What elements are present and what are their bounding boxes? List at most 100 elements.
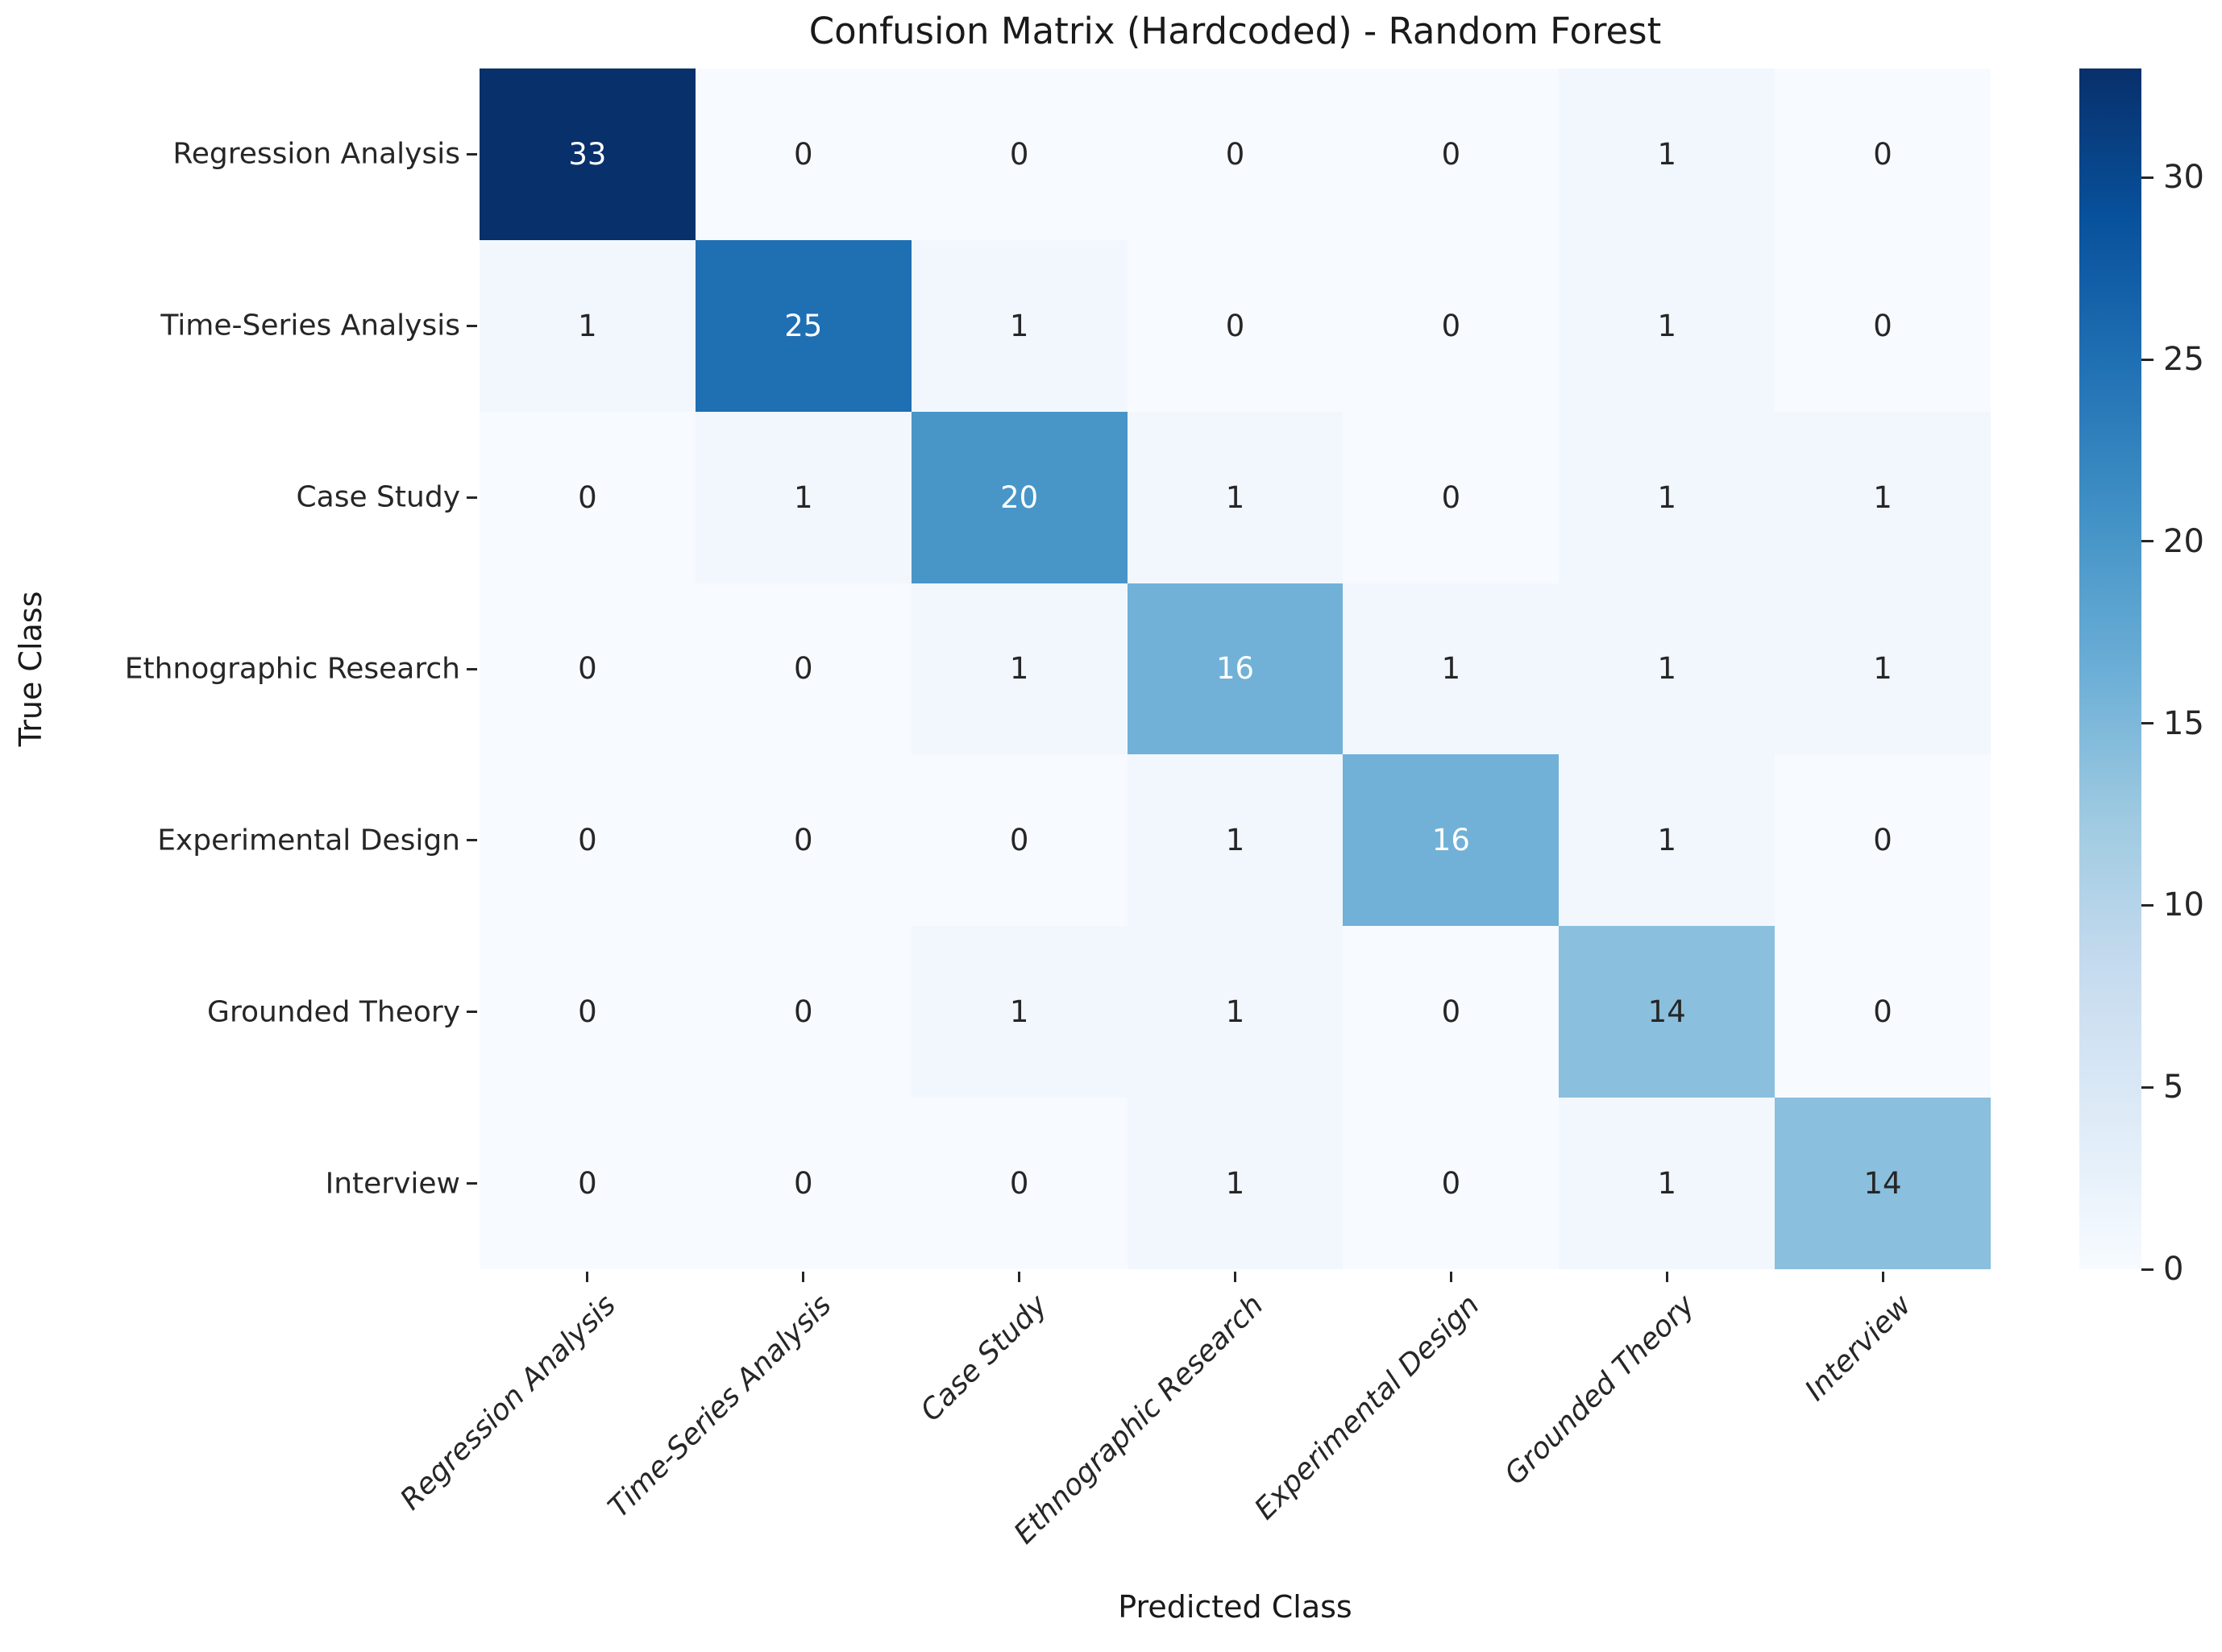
heatmap-cell: 0: [695, 754, 912, 927]
cell-value: 0: [1873, 823, 1892, 858]
y-tick-label: Case Study: [296, 480, 460, 514]
cell-value: 1: [1657, 823, 1676, 858]
colorbar-tick-mark: [2141, 722, 2153, 725]
heatmap-cell: 1: [1127, 411, 1344, 583]
cell-value: 1: [1225, 479, 1245, 515]
x-tick-label: Regression Analysis: [394, 1289, 622, 1517]
colorbar-tick-mark: [2141, 903, 2153, 907]
cell-value: 0: [578, 651, 597, 687]
x-tick-label: Ethnographic Research: [1007, 1289, 1270, 1551]
y-tick-label: Interview: [325, 1167, 460, 1201]
heatmap-cell: 1: [1775, 411, 1991, 583]
heatmap-cell: 0: [1775, 926, 1991, 1098]
x-axis-label: Predicted Class: [1118, 1589, 1352, 1625]
cell-value: 1: [1009, 308, 1029, 343]
heatmap-cell: 1: [1559, 754, 1776, 927]
cell-value: 0: [1009, 136, 1029, 172]
cell-value: 0: [1441, 479, 1461, 515]
heatmap-cell: 0: [1775, 68, 1991, 240]
heatmap-cell: 14: [1559, 926, 1776, 1098]
y-tick-label: Ethnographic Research: [124, 652, 460, 686]
heatmap-cell: 1: [1559, 68, 1776, 240]
colorbar-tick-label: 20: [2163, 522, 2204, 560]
heatmap-cell: 1: [1127, 926, 1344, 1098]
cell-value: 0: [794, 994, 813, 1030]
x-tick-label: Experimental Design: [1248, 1289, 1486, 1526]
y-axis-label: True Class: [13, 591, 48, 747]
heatmap-cell: 1: [480, 239, 696, 412]
colorbar-tick-mark: [2141, 176, 2153, 179]
cell-value: 0: [794, 651, 813, 687]
cell-value: 0: [1873, 994, 1892, 1030]
chart-title: Confusion Matrix (Hardcoded) - Random Fo…: [808, 10, 1662, 52]
cell-value: 0: [1441, 308, 1461, 343]
cell-value: 1: [1225, 994, 1245, 1030]
y-tick-mark: [467, 496, 477, 499]
cell-value: 1: [1009, 994, 1029, 1030]
cell-value: 14: [1863, 1166, 1902, 1202]
x-tick-mark: [1665, 1272, 1668, 1282]
colorbar-tick-label: 10: [2163, 886, 2204, 924]
heatmap-cell: 0: [695, 583, 912, 755]
cell-value: 25: [784, 308, 823, 343]
y-tick-label: Grounded Theory: [207, 995, 460, 1029]
cell-value: 33: [568, 136, 607, 172]
heatmap-cell: 16: [1343, 754, 1560, 927]
heatmap-cell: 0: [1775, 239, 1991, 412]
heatmap-cell: 1: [1559, 239, 1776, 412]
cell-value: 0: [1225, 136, 1245, 172]
cell-value: 0: [1441, 136, 1461, 172]
x-tick-mark: [1449, 1272, 1452, 1282]
cell-value: 0: [578, 994, 597, 1030]
heatmap-cell: 1: [911, 239, 1128, 412]
cell-value: 0: [794, 823, 813, 858]
y-tick-label: Time-Series Analysis: [160, 309, 460, 342]
y-tick-mark: [467, 1182, 477, 1185]
cell-value: 16: [1215, 651, 1255, 687]
cell-value: 1: [794, 479, 813, 515]
cell-value: 1: [1657, 1166, 1676, 1202]
cell-value: 16: [1431, 823, 1470, 858]
heatmap-cell: 1: [1559, 1098, 1776, 1269]
y-tick-mark: [467, 839, 477, 842]
cell-value: 1: [1441, 651, 1461, 687]
cell-value: 1: [1873, 651, 1892, 687]
cell-value: 0: [1441, 994, 1461, 1030]
x-tick-mark: [1234, 1272, 1236, 1282]
x-tick-mark: [586, 1272, 589, 1282]
heatmap-cell: 0: [480, 411, 696, 583]
cell-value: 0: [794, 136, 813, 172]
colorbar-tick-label: 30: [2163, 159, 2204, 197]
heatmap-cell: 1: [1775, 583, 1991, 755]
heatmap-cell: 0: [695, 1098, 912, 1269]
x-tick-mark: [1881, 1272, 1884, 1282]
heatmap-cell: 0: [1127, 68, 1344, 240]
heatmap-cell: 0: [1775, 754, 1991, 927]
heatmap-cell: 0: [695, 926, 912, 1098]
cell-value: 0: [1009, 823, 1029, 858]
heatmap-cell: 0: [1343, 411, 1560, 583]
heatmap-cell: 0: [480, 926, 696, 1098]
cell-value: 0: [1441, 1166, 1461, 1202]
heatmap-cell: 20: [911, 411, 1128, 583]
heatmap-cell: 25: [695, 239, 912, 412]
cell-value: 1: [1657, 651, 1676, 687]
cell-value: 0: [578, 479, 597, 515]
cell-value: 1: [1873, 479, 1892, 515]
cell-value: 0: [794, 1166, 813, 1202]
y-tick-mark: [467, 324, 477, 327]
heatmap-cell: 0: [911, 1098, 1128, 1269]
heatmap-grid: 33 0 0 0 0 1 0 1 25 1 0 0 1 0 0 1 20 1 0 1 1 0 0 1 16 1 1 1 0 0 0 1 16 1 0…: [480, 68, 1991, 1269]
heatmap-cell: 0: [911, 68, 1128, 240]
colorbar-gradient: [2079, 68, 2141, 1269]
cell-value: 1: [1657, 479, 1676, 515]
heatmap-cell: 16: [1127, 583, 1344, 755]
heatmap-cell: 1: [1127, 1098, 1344, 1269]
cell-value: 0: [1873, 136, 1892, 172]
heatmap-cell: 1: [1127, 754, 1344, 927]
cell-value: 1: [1225, 823, 1245, 858]
cell-value: 20: [1000, 479, 1039, 515]
heatmap-cell: 0: [1343, 926, 1560, 1098]
cell-value: 1: [1657, 308, 1676, 343]
colorbar-tick-label: 5: [2163, 1069, 2184, 1106]
